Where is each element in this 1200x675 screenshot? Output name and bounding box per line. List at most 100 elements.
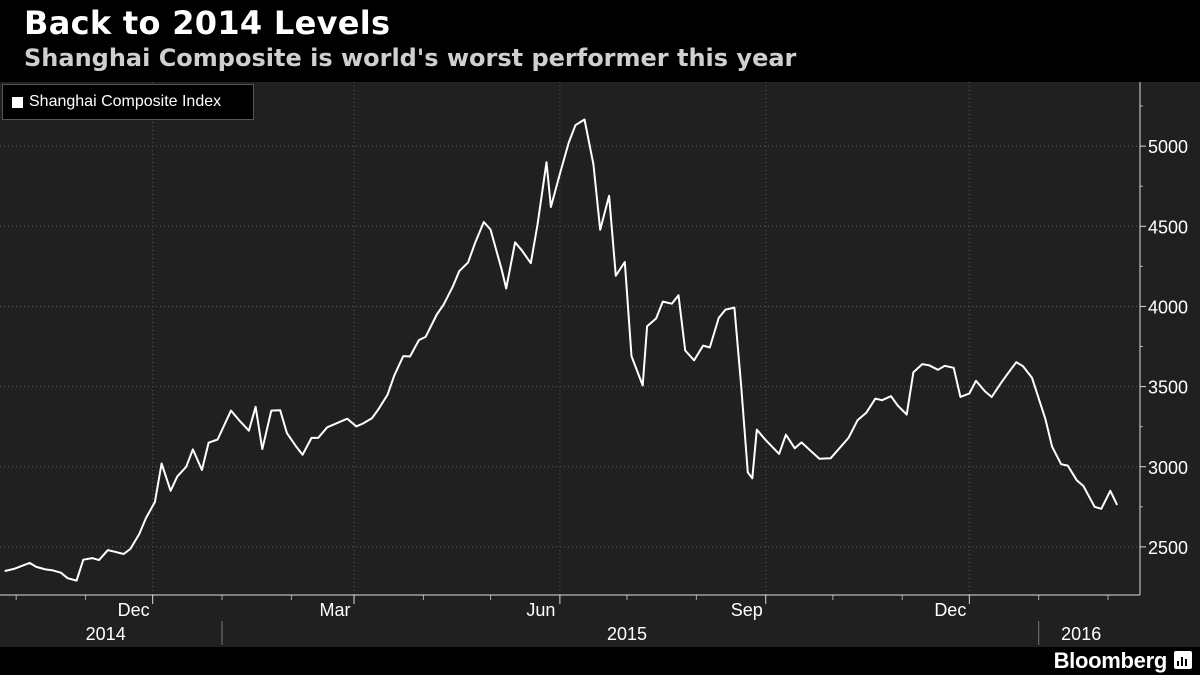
data-point (733, 307, 736, 309)
data-point (865, 412, 868, 414)
data-point (906, 414, 908, 416)
data-point (393, 374, 395, 376)
data-point (1060, 463, 1062, 465)
data-point (568, 141, 570, 143)
data-point (13, 568, 15, 570)
data-point (912, 371, 915, 373)
plot-area (0, 82, 1200, 647)
data-point (362, 422, 364, 425)
data-point (201, 469, 203, 471)
data-point (98, 559, 100, 561)
data-point (756, 429, 758, 431)
data-point (724, 309, 727, 311)
tick-labels: 2500 3000 3500 4000 4500 5000 Dec Mar Jun Sep Dec 2… (86, 137, 1188, 644)
data-point (138, 533, 140, 535)
data-point (154, 501, 156, 503)
data-point (467, 261, 469, 263)
data-point (355, 425, 357, 427)
data-point (248, 430, 250, 432)
data-point (1006, 373, 1009, 375)
data-point (239, 420, 241, 422)
data-point (928, 364, 930, 366)
data-point (378, 408, 380, 410)
data-point (1109, 490, 1111, 492)
data-point (114, 551, 116, 553)
data-point (208, 442, 210, 444)
data-point (975, 380, 977, 382)
data-point (944, 365, 946, 367)
data-point (107, 549, 109, 551)
data-point (4, 570, 6, 572)
data-point (608, 195, 610, 197)
data-point (847, 437, 850, 439)
data-point (874, 398, 877, 400)
data-point (483, 221, 485, 223)
data-point (545, 161, 548, 163)
data-point (583, 118, 586, 121)
data-point (671, 303, 673, 305)
data-point (624, 261, 626, 263)
data-point (418, 339, 420, 341)
y-tick-label: 5000 (1148, 137, 1188, 157)
data-point (785, 434, 787, 436)
year-label: 2015 (607, 624, 647, 644)
y-tick-label: 2500 (1148, 538, 1188, 558)
data-point (751, 477, 753, 479)
data-point (953, 367, 955, 369)
data-point (630, 355, 633, 357)
axes (0, 82, 1146, 645)
data-point (302, 454, 304, 456)
data-point (655, 317, 657, 320)
data-point (709, 346, 711, 349)
data-point (959, 396, 962, 398)
data-point (1000, 382, 1002, 384)
data-point (662, 301, 664, 303)
data-point (387, 394, 389, 396)
data-point (574, 124, 577, 126)
data-point (514, 241, 516, 243)
data-point (326, 426, 328, 428)
data-point (82, 559, 84, 561)
data-point (794, 447, 796, 449)
data-point (897, 404, 899, 407)
y-tick-label: 4000 (1148, 297, 1188, 317)
data-point (1044, 418, 1046, 420)
data-point (991, 396, 993, 398)
data-point (530, 262, 532, 264)
data-point (76, 580, 78, 582)
data-point (255, 406, 257, 408)
data-point (501, 269, 503, 271)
data-point (1076, 479, 1078, 481)
data-point (1067, 465, 1069, 467)
data-point (346, 418, 348, 420)
data-point (310, 437, 313, 439)
data-point (91, 557, 93, 559)
data-point (1094, 506, 1096, 508)
data-point (230, 410, 232, 412)
data-point (1116, 504, 1118, 506)
data-point (1031, 377, 1033, 379)
data-point (489, 228, 492, 231)
data-point (599, 229, 601, 231)
data-point (295, 445, 297, 447)
chart-title: Back to 2014 Levels (24, 4, 391, 42)
data-point (1022, 365, 1024, 367)
year-label: 2014 (86, 624, 126, 644)
data-point (559, 173, 561, 175)
data-point (921, 363, 923, 365)
data-point (261, 448, 263, 450)
data-point (425, 336, 427, 338)
data-point (718, 317, 720, 319)
bloomberg-logo: Bloomberg (1053, 648, 1168, 673)
y-tick-label: 3500 (1148, 378, 1188, 398)
data-point (615, 275, 617, 277)
series-line (4, 118, 1118, 582)
data-point (129, 548, 131, 550)
data-point (317, 437, 319, 439)
data-point (765, 439, 767, 441)
data-point (646, 325, 648, 327)
data-point (1015, 361, 1017, 363)
data-point (185, 466, 187, 468)
data-point (402, 355, 404, 357)
data-point (35, 566, 37, 568)
